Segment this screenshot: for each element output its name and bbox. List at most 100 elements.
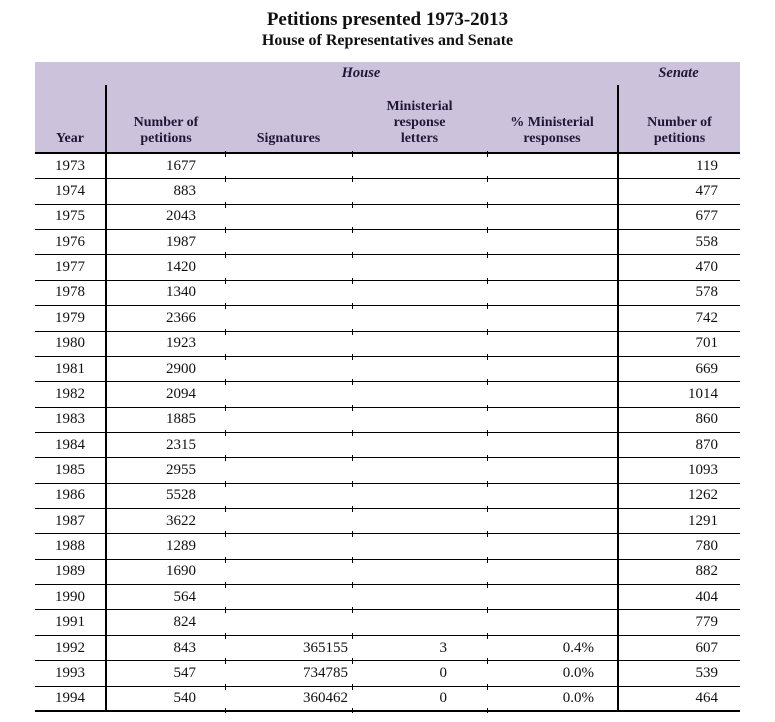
cell-petitions: 540 [105,686,225,710]
cell-pct [486,505,617,533]
table-row: 1979 2366 742 [35,303,740,332]
cell-petitions: 2955 [105,458,225,483]
cell-pct [486,353,617,381]
cell-year: 1990 [55,588,85,605]
cell-letters [351,429,487,457]
cell-pct [486,556,617,584]
cell-year: 1989 [55,563,85,580]
table-row: 1986 5528 1262 [35,480,740,510]
cell-year: 1978 [55,284,85,301]
cell-pct [486,379,617,406]
column-header-signatures: Signatures [256,131,321,146]
cell-senate: 882 [617,559,740,585]
cell-senate: 539 [617,661,740,686]
cell-year: 1976 [55,233,85,250]
cell-signatures [224,277,352,305]
cell-senate: 870 [617,432,740,458]
cell-pct [486,252,617,279]
table-row: 1989 1690 882 [35,556,740,586]
table-body: 1973 1677 119 1974 883 477 1975 2043 677 1976 1987… [35,150,740,714]
cell-senate: 701 [617,331,740,356]
cell-senate: 470 [617,255,740,280]
cell-senate: 677 [617,204,740,230]
cell-petitions: 564 [105,585,225,610]
table-row: 1991 824 779 [35,607,740,636]
cell-senate: 742 [617,306,740,331]
cell-petitions: 1340 [105,280,225,306]
group-header-row: House Senate [35,62,740,85]
cell-letters [351,353,487,381]
cell-signatures [224,252,352,279]
cell-year: 1975 [55,208,85,225]
column-header-ministerial-letters: Ministerial response letters [386,99,453,146]
cell-letters [351,531,487,558]
table-row: 1985 2955 1093 [35,455,740,484]
cell-year: 1994 [55,689,85,706]
cell-signatures [224,176,352,203]
cell-letters: 3 [351,632,487,660]
cell-pct [486,227,617,254]
table-row: 1992 843 365155 3 0.4% 607 [35,632,740,662]
cell-signatures [224,227,352,254]
cell-senate: 578 [617,280,740,306]
cell-signatures: 360462 [224,683,352,714]
cell-pct [486,328,617,356]
cell-letters [351,328,487,356]
cell-letters [351,277,487,305]
table-row: 1981 2900 669 [35,353,740,383]
cell-year: 1974 [55,183,85,200]
cell-senate: 1014 [617,382,740,407]
cell-letters [351,150,487,178]
cell-year: 1993 [55,664,85,681]
cell-senate: 779 [617,610,740,635]
table-header: House Senate Year Number of petitions Si… [35,62,740,154]
cell-year: 1973 [55,157,85,174]
cell-signatures [224,150,352,178]
column-header-pct-ministerial: % Ministerial responses [510,115,594,146]
cell-signatures [224,480,352,508]
cell-pct [486,480,617,508]
cell-signatures [224,404,352,432]
cell-senate: 780 [617,534,740,559]
cell-year: 1979 [55,309,85,326]
cell-senate: 1262 [617,483,740,509]
cell-letters [351,379,487,406]
cell-pct [486,404,617,432]
table-row: 1990 564 404 [35,582,740,611]
cell-petitions: 2900 [105,356,225,382]
cell-year: 1991 [55,614,85,631]
cell-year: 1977 [55,259,85,276]
cell-petitions: 1987 [105,230,225,255]
cell-letters [351,582,487,609]
cell-pct [486,150,617,178]
cell-letters [351,607,487,634]
page-title: Petitions presented 1973-2013 [266,9,509,30]
cell-petitions: 843 [105,635,225,661]
cell-senate: 477 [617,179,740,204]
cell-pct: 0.4% [486,632,617,660]
column-header-year: Year [56,131,84,146]
cell-letters [351,404,487,432]
table-row: 1973 1677 119 [35,150,740,180]
cell-senate: 669 [617,356,740,382]
cell-signatures [224,505,352,533]
cell-letters: 0 [351,683,487,714]
cell-signatures: 365155 [224,632,352,660]
cell-signatures [224,429,352,457]
cell-senate: 607 [617,635,740,661]
cell-pct [486,176,617,203]
cell-letters [351,480,487,508]
cell-petitions: 883 [105,179,225,204]
cell-petitions: 1690 [105,559,225,585]
group-header-house: House [341,65,381,81]
cell-signatures [224,556,352,584]
cell-letters [351,505,487,533]
cell-pct [486,429,617,457]
cell-letters [351,455,487,482]
table-row: 1977 1420 470 [35,252,740,281]
cell-letters: 0 [351,658,487,685]
cell-signatures: 734785 [224,658,352,685]
cell-petitions: 2366 [105,306,225,331]
column-header-senate-petitions: Number of petitions [617,85,740,152]
table-row: 1993 547 734785 0 0.0% 539 [35,658,740,687]
